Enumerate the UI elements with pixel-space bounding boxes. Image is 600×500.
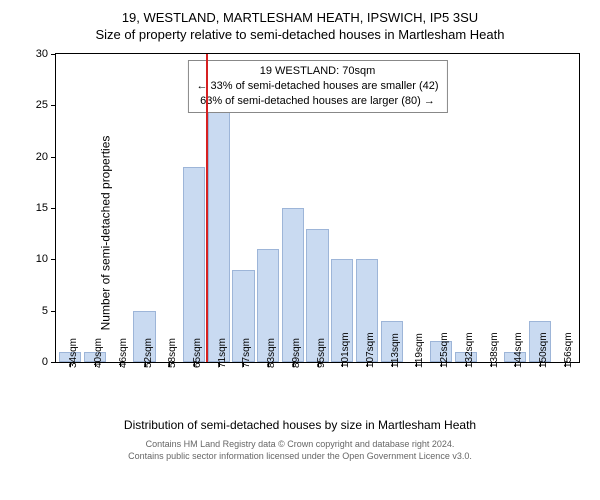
y-tick-label: 25 [36, 99, 48, 111]
x-tick-label: 46sqm [118, 338, 129, 368]
bar-slot: 132sqm [454, 54, 479, 362]
x-tick-label: 125sqm [439, 332, 450, 368]
bar-slot: 34sqm [58, 54, 83, 362]
y-tick-label: 20 [36, 151, 48, 163]
histogram-bar [208, 95, 230, 362]
x-tick-label: 156sqm [563, 332, 574, 368]
y-tick-label: 30 [36, 48, 48, 60]
y-tick-label: 10 [36, 253, 48, 265]
x-tick-label: 144sqm [513, 332, 524, 368]
x-tick-label: 138sqm [489, 332, 500, 368]
x-axis-caption: Distribution of semi-detached houses by … [10, 418, 590, 432]
y-tick [51, 362, 56, 363]
footer-attribution: Contains HM Land Registry data © Crown c… [10, 438, 590, 462]
bar-slot: 144sqm [503, 54, 528, 362]
footer-line1: Contains HM Land Registry data © Crown c… [10, 438, 590, 450]
x-tick-label: 113sqm [390, 333, 401, 368]
x-tick-label: 101sqm [340, 332, 351, 368]
bar-slot: 52sqm [132, 54, 157, 362]
x-tick-label: 58sqm [167, 338, 178, 368]
x-tick-label: 52sqm [143, 338, 154, 368]
bar-slot: 58sqm [157, 54, 182, 362]
y-tick [51, 259, 56, 260]
bar-slot: 46sqm [107, 54, 132, 362]
plot-region: 34sqm40sqm46sqm52sqm58sqm65sqm71sqm77sqm… [55, 53, 580, 363]
y-tick-label: 5 [42, 305, 48, 317]
legend-line3: 63% of semi-detached houses are larger (… [196, 94, 438, 109]
x-tick-label: 77sqm [241, 338, 252, 368]
y-tick [51, 311, 56, 312]
legend-box: 19 WESTLAND: 70sqm ← 33% of semi-detache… [187, 60, 447, 113]
y-tick [51, 105, 56, 106]
y-tick [51, 54, 56, 55]
bar-slot: 156sqm [552, 54, 577, 362]
x-tick-label: 40sqm [93, 338, 104, 368]
x-tick-label: 150sqm [538, 332, 549, 368]
x-tick-label: 89sqm [291, 338, 302, 368]
bar-slot: 40sqm [83, 54, 108, 362]
x-tick-label: 34sqm [68, 338, 79, 368]
x-tick-label: 107sqm [365, 332, 376, 368]
bar-slot: 150sqm [528, 54, 553, 362]
x-tick-label: 119sqm [414, 333, 425, 368]
chart-container: 19, WESTLAND, MARTLESHAM HEATH, IPSWICH,… [0, 0, 600, 500]
legend-line2: ← 33% of semi-detached houses are smalle… [196, 79, 438, 94]
x-tick-label: 132sqm [464, 332, 475, 368]
x-tick-label: 83sqm [266, 338, 277, 368]
histogram-bar [183, 167, 205, 362]
chart-area: Number of semi-detached properties 34sqm… [10, 48, 590, 418]
legend-line1: 19 WESTLAND: 70sqm [196, 64, 438, 79]
y-tick-label: 0 [42, 356, 48, 368]
x-tick-label: 65sqm [192, 338, 203, 368]
y-tick [51, 157, 56, 158]
reference-line [206, 54, 208, 362]
y-tick-label: 15 [36, 202, 48, 214]
bar-slot: 138sqm [478, 54, 503, 362]
x-tick-label: 71sqm [217, 338, 228, 368]
x-tick-label: 95sqm [316, 338, 327, 368]
chart-title-line1: 19, WESTLAND, MARTLESHAM HEATH, IPSWICH,… [10, 10, 590, 25]
footer-line2: Contains public sector information licen… [10, 450, 590, 462]
chart-title-line2: Size of property relative to semi-detach… [10, 27, 590, 42]
y-tick [51, 208, 56, 209]
